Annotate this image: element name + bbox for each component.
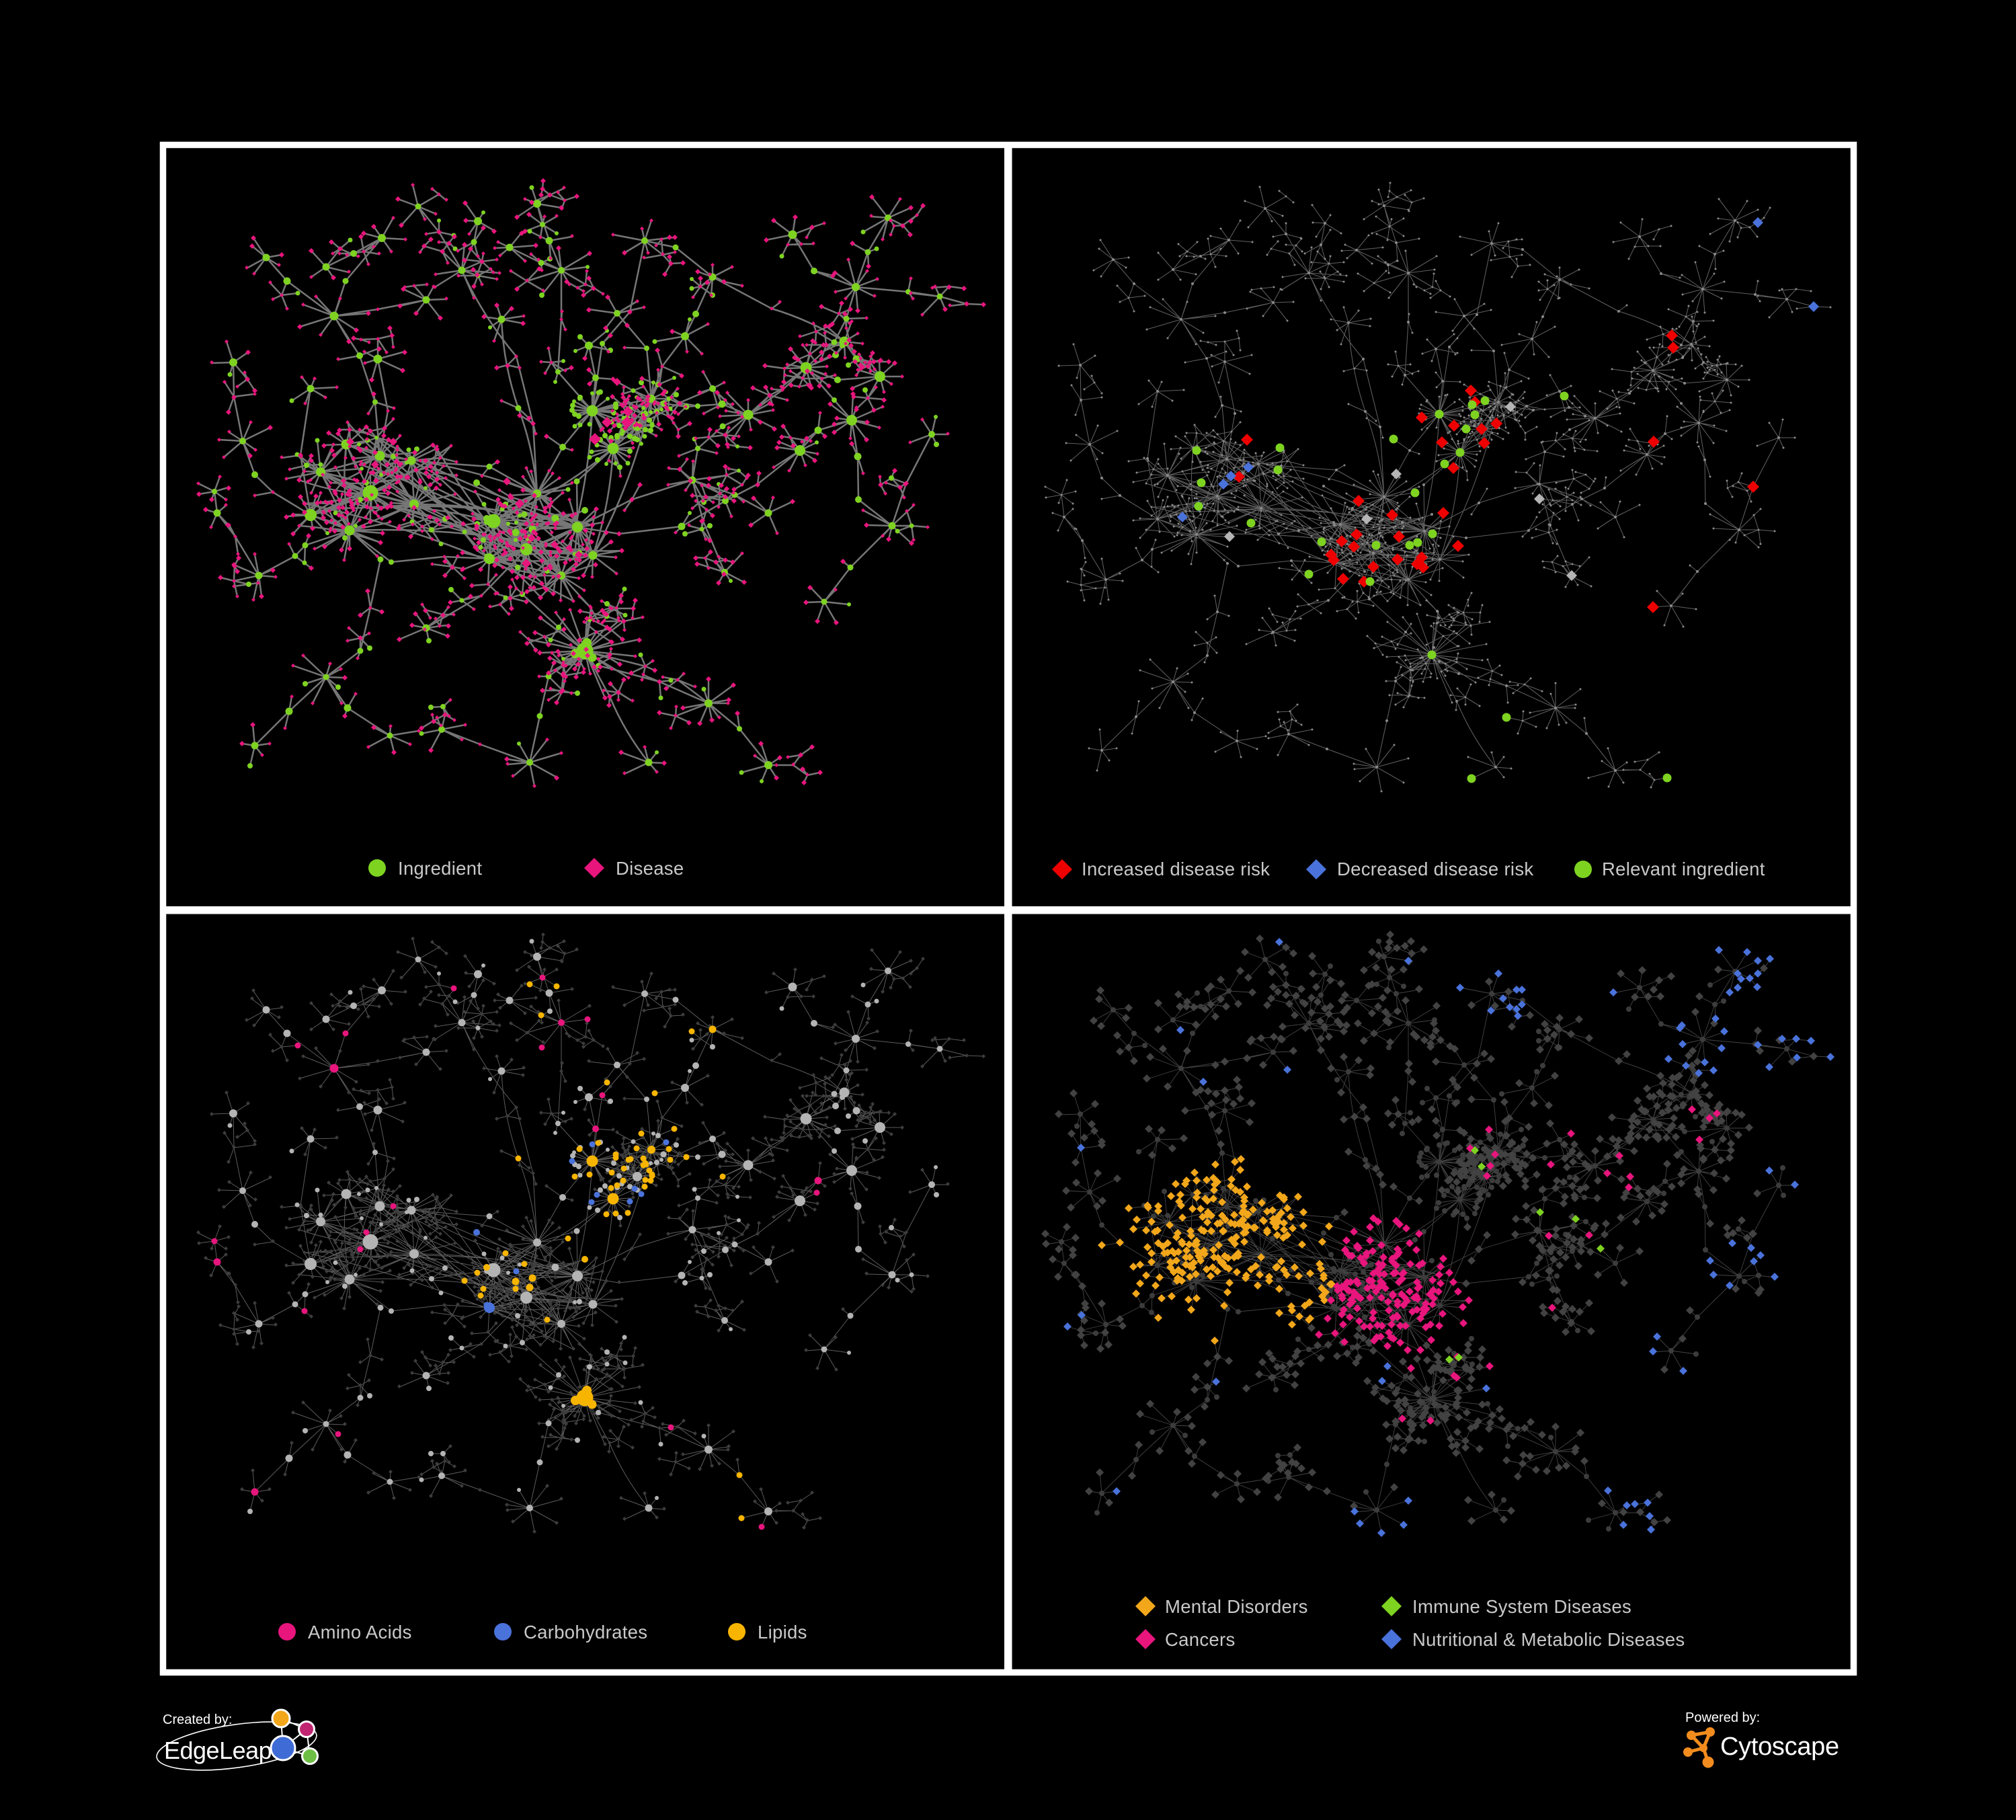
- svg-text:Mental Disorders: Mental Disorders: [1165, 1596, 1308, 1617]
- svg-text:Relevant ingredient: Relevant ingredient: [1602, 859, 1765, 879]
- svg-text:Decreased disease risk: Decreased disease risk: [1337, 859, 1533, 879]
- svg-text:Created by:: Created by:: [163, 1712, 232, 1727]
- svg-text:Amino Acids: Amino Acids: [308, 1622, 412, 1643]
- svg-text:Cytoscape: Cytoscape: [1720, 1733, 1839, 1761]
- svg-text:Cancers: Cancers: [1165, 1629, 1236, 1650]
- svg-text:Carbohydrates: Carbohydrates: [524, 1622, 647, 1643]
- svg-text:Immune System Diseases: Immune System Diseases: [1412, 1596, 1631, 1617]
- svg-text:EdgeLeap: EdgeLeap: [164, 1737, 272, 1764]
- svg-text:Increased disease risk: Increased disease risk: [1082, 859, 1270, 879]
- svg-text:Disease: Disease: [616, 858, 684, 879]
- svg-text:Lipids: Lipids: [758, 1622, 807, 1643]
- svg-text:Powered by:: Powered by:: [1685, 1710, 1760, 1725]
- svg-text:Ingredient: Ingredient: [398, 858, 482, 879]
- svg-text:Nutritional & Metabolic Diseas: Nutritional & Metabolic Diseases: [1412, 1629, 1685, 1650]
